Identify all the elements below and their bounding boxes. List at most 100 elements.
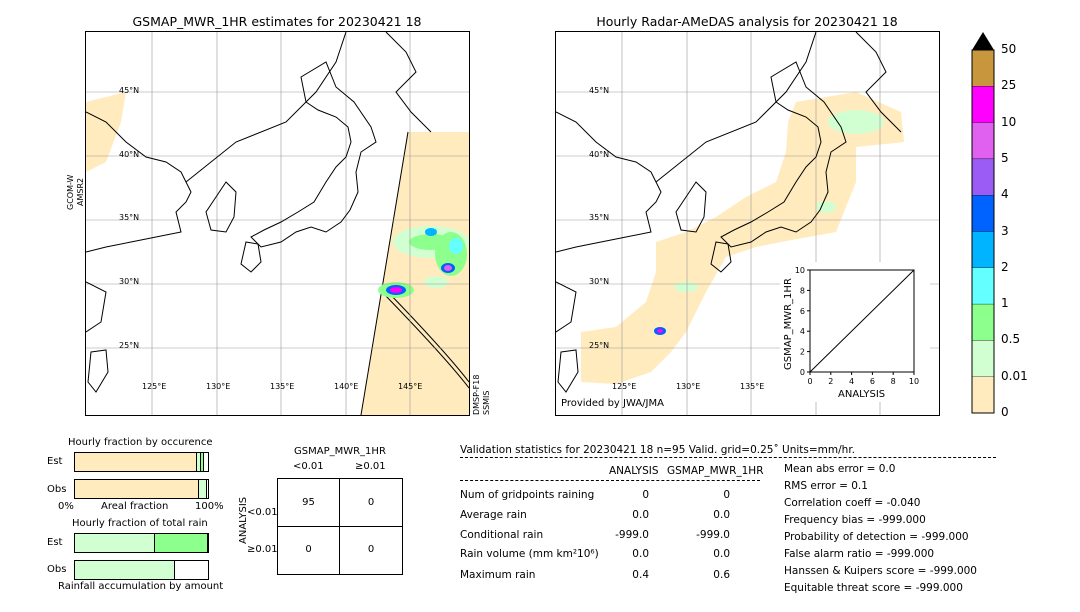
totalrain-xlabel: Rainfall accumulation by amount (58, 581, 224, 592)
coastline-taiwan (87, 349, 109, 393)
score-line: Hanssen & Kuipers score = -999.000 (784, 565, 977, 577)
colorbar-tick-label: 5 (1001, 150, 1009, 165)
colorbar-segment (971, 231, 995, 268)
scatter-xtick-label: 0 (807, 377, 812, 386)
colorbar-segment (971, 122, 995, 160)
colorbar-tick-label: 50 (1001, 42, 1017, 56)
stats-row-analysis: 0.0 (632, 548, 649, 560)
colorbar (968, 30, 998, 415)
contingency-row-axis: ANALYSIS (238, 496, 249, 544)
stats-row-analysis: 0.0 (632, 509, 649, 521)
contingency-cell-12: 0 (367, 497, 375, 508)
score-line: Probability of detection = -999.000 (784, 531, 969, 543)
occurence-title: Hourly fraction by occurence (68, 437, 213, 448)
colorbar-segment (971, 376, 995, 414)
score-line: Frequency bias = -999.000 (784, 514, 926, 526)
coastline-russia (185, 32, 347, 183)
scatter-svg: 0 2 4 6 8 10 0 2 4 6 8 10 (795, 266, 919, 386)
colorbar-tick-label: 3 (1001, 223, 1009, 238)
scatter-ytick-label: 4 (800, 327, 805, 336)
left-lon-label-130: 130°E (206, 382, 231, 391)
stats-row-label: Maximum rain (460, 569, 536, 581)
stats-row-label: Rain volume (mm km²10⁶) (460, 548, 599, 560)
colorbar-svg (971, 32, 995, 414)
stats-row-gsmap: 0.6 (713, 569, 730, 581)
stats-col-gsmap: GSMAP_MWR_1HR (667, 465, 764, 477)
colorbar-segment (971, 86, 995, 123)
occurence-obs-label: Obs (47, 484, 67, 495)
left-sensor-label-top: GCOM-W (66, 174, 75, 210)
fraction-bar-segment (154, 534, 208, 552)
score-line: Correlation coeff = -0.040 (784, 497, 921, 509)
scatter-ytick-label: 6 (800, 307, 805, 316)
fraction-bar-segment (197, 453, 202, 471)
contingency-cell-21: 0 (305, 544, 312, 555)
left-map-title: GSMAP_MWR_1HR estimates for 20230421 18 (132, 14, 422, 29)
totalrain-title: Hourly fraction of total rain (72, 518, 208, 529)
colorbar-segment (971, 267, 995, 305)
occurence-xlabel-right: 100% (195, 501, 224, 512)
contingency-row-1: <0.01 (247, 507, 278, 518)
left-sensor-label-top2: AMSR2 (76, 177, 85, 206)
colorbar-tick-label: 10 (1001, 114, 1017, 129)
scatter-ytick-label: 2 (800, 348, 805, 357)
occurence-xlabel-left: 0% (58, 501, 74, 512)
left-lon-label-125: 125°E (142, 382, 167, 391)
score-line: False alarm ratio = -999.000 (784, 548, 935, 560)
radar-credit: Provided by JWA/JMA (561, 398, 664, 409)
colorbar-tick-label: 25 (1001, 78, 1017, 93)
fraction-bar-segment (201, 453, 204, 471)
score-line: Equitable threat score = -999.000 (784, 582, 963, 594)
colorbar-tick-label: 0.01 (1001, 368, 1028, 383)
left-lat-label-35: 35°N (119, 213, 140, 222)
contingency-title: GSMAP_MWR_1HR (294, 446, 386, 457)
stats-row-analysis: 0 (642, 489, 649, 501)
fraction-bar-segment (75, 561, 175, 579)
coastline-korea (205, 181, 237, 233)
right-lat-label-40: 40°N (589, 150, 610, 159)
scatter-ytick-label: 8 (800, 286, 805, 295)
fraction-bar-segment (75, 534, 155, 552)
left-lon-label-135: 135°E (270, 382, 295, 391)
coastline-sakhalin (385, 32, 432, 133)
right-lat-label-45: 45°N (589, 86, 610, 95)
right-lat-label-25: 25°N (589, 341, 610, 350)
scatter-xtick-label: 10 (909, 377, 919, 386)
right-lon-label-125: 125°E (612, 382, 637, 391)
stats-row-analysis: -999.0 (615, 529, 649, 541)
stats-header: Validation statistics for 20230421 18 n=… (460, 444, 856, 456)
colorbar-segment (971, 303, 995, 341)
left-lat-label-25: 25°N (119, 341, 140, 350)
left-lat-label-40: 40°N (119, 150, 140, 159)
scatter-ytick-label: 10 (795, 266, 805, 275)
contingency-row-2: ≥0.01 (247, 544, 278, 555)
coastline-japan (250, 61, 377, 248)
scatter-xtick-label: 6 (870, 377, 875, 386)
colorbar-tick-label: 1 (1001, 296, 1009, 311)
stats-row-gsmap: 0.0 (713, 509, 730, 521)
score-line: Mean abs error = 0.0 (784, 463, 896, 475)
right-map-title: Hourly Radar-AMeDAS analysis for 2023042… (596, 14, 898, 29)
radar-coverage (581, 92, 904, 384)
stats-header-rule (460, 457, 996, 458)
left-lon-label-140: 140°E (334, 382, 359, 391)
left-map-svg (86, 32, 469, 415)
colorbar-frame (971, 49, 995, 414)
totalrain-est-bar (74, 533, 209, 553)
contingency-cell-11: 95 (302, 497, 315, 508)
occurence-obs-bar (74, 479, 209, 499)
left-map-panel (85, 31, 470, 416)
occurence-est-bar (74, 452, 209, 472)
fraction-bar-segment (75, 453, 198, 471)
colorbar-segment (971, 158, 995, 196)
stats-row-gsmap: -999.0 (696, 529, 730, 541)
stats-row-label: Average rain (460, 509, 527, 521)
scatter-xtick-label: 8 (891, 377, 896, 386)
stats-col-analysis: ANALYSIS (609, 465, 659, 477)
contingency-cell-22: 0 (367, 544, 375, 555)
coastline-mainland (86, 111, 192, 253)
stats-col-rule (460, 480, 760, 481)
stats-row-label: Num of gridpoints raining (460, 489, 595, 501)
colorbar-tick-label: 2 (1001, 259, 1009, 274)
colorbar-segment (971, 340, 995, 377)
